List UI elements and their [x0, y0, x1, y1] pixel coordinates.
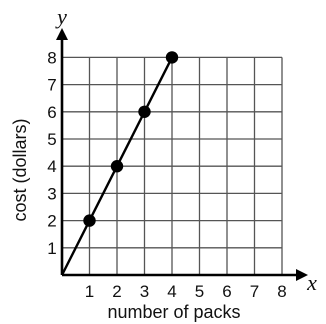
data-point [138, 105, 151, 119]
axes [56, 28, 308, 281]
y-tick-label: 5 [47, 130, 56, 149]
y-tick-label: 3 [47, 184, 56, 203]
grid [62, 56, 283, 275]
y-tick-label: 2 [47, 212, 56, 231]
y-axis-title: cost (dollars) [10, 118, 30, 221]
data-points [83, 51, 179, 227]
x-tick-label: 1 [85, 282, 94, 301]
x-axis-arrow [296, 269, 308, 281]
x-tick-label: 2 [112, 282, 121, 301]
y-axis-letter: y [55, 4, 67, 29]
x-tick-label: 4 [167, 282, 176, 301]
x-tick-label: 3 [140, 282, 149, 301]
y-tick-label: 1 [47, 239, 56, 258]
y-tick-label: 8 [47, 48, 56, 67]
x-tick-label: 7 [250, 282, 259, 301]
x-tick-label: 6 [222, 282, 231, 301]
data-point [83, 214, 96, 227]
y-tick-labels: 1 2 3 4 5 6 7 8 [47, 48, 56, 257]
data-point [110, 160, 124, 173]
y-tick-label: 4 [47, 157, 56, 176]
x-axis-title: number of packs [107, 302, 240, 322]
y-tick-label: 6 [47, 103, 56, 122]
x-tick-label: 5 [195, 282, 204, 301]
x-axis-letter: x [306, 270, 317, 295]
y-tick-label: 7 [47, 76, 56, 95]
y-axis-arrow [56, 28, 68, 40]
data-point [165, 51, 179, 64]
x-tick-label: 8 [277, 282, 286, 301]
